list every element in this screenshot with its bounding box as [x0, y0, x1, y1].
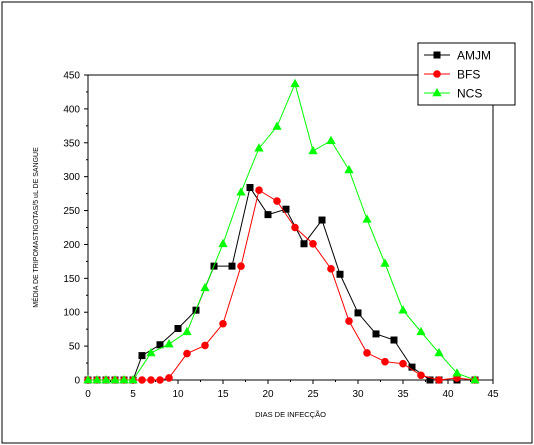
y-tick-label: 300: [63, 172, 80, 183]
data-point-bfs: [183, 349, 191, 358]
data-point-amjm: [318, 216, 326, 224]
data-point-bfs: [363, 349, 371, 357]
data-point-amjm: [336, 270, 344, 278]
data-point-ncs: [254, 143, 264, 152]
data-point-bfs: [237, 262, 245, 270]
data-point-ncs: [236, 187, 246, 196]
data-point-ncs: [290, 78, 300, 88]
data-point-bfs: [381, 357, 389, 366]
y-tick-label: 200: [63, 240, 80, 251]
data-point-amjm: [264, 211, 272, 219]
data-point-amjm: [138, 352, 146, 360]
data-point-amjm: [246, 184, 254, 192]
data-point-bfs: [273, 197, 281, 205]
x-tick-label: 35: [397, 389, 409, 400]
x-tick-label: 10: [172, 389, 184, 400]
data-point-ncs: [92, 374, 102, 384]
data-point-bfs: [147, 376, 155, 384]
data-point-bfs: [399, 359, 407, 368]
legend-marker-ncs: [432, 87, 442, 97]
data-point-ncs: [470, 374, 480, 384]
data-point-bfs: [327, 265, 335, 273]
data-point-bfs: [219, 319, 227, 328]
data-point-bfs: [345, 317, 353, 325]
data-point-amjm: [372, 330, 380, 338]
data-point-bfs: [255, 186, 263, 195]
y-axis: 0 50 100 150 200 250 300 350 400 450: [63, 71, 88, 387]
y-tick-label: 100: [63, 308, 80, 319]
legend-label-ncs: NCS: [457, 87, 482, 101]
y-tick-label: 250: [63, 206, 80, 217]
series-layer: [83, 78, 480, 384]
data-point-ncs: [128, 374, 138, 384]
y-tick-label: 0: [74, 376, 80, 387]
x-tick-label: 25: [307, 389, 319, 400]
data-point-ncs: [218, 238, 228, 248]
x-tick-label: 5: [130, 389, 136, 400]
data-point-bfs: [138, 376, 146, 384]
y-tick-label: 450: [63, 71, 80, 82]
x-axis: 0 5 10 15 20 25 30 35 40 45: [85, 380, 499, 400]
x-tick-label: 0: [85, 389, 91, 400]
data-point-ncs: [110, 374, 120, 384]
data-point-ncs: [146, 347, 156, 357]
data-point-bfs: [435, 376, 443, 384]
x-tick-label: 45: [487, 389, 499, 400]
series-ncs: [83, 78, 480, 384]
y-tick-label: 400: [63, 104, 80, 115]
y-tick-label: 50: [69, 342, 81, 353]
legend-marker-amjm: [433, 51, 441, 59]
data-point-ncs: [344, 164, 354, 174]
data-point-amjm: [354, 309, 362, 317]
data-point-ncs: [416, 326, 426, 336]
data-point-amjm: [156, 341, 164, 349]
data-point-bfs: [417, 371, 425, 380]
x-tick-label: 30: [352, 389, 364, 400]
data-point-bfs: [291, 223, 299, 232]
legend-label-bfs: BFS: [457, 68, 480, 82]
x-tick-label: 15: [217, 389, 229, 400]
data-point-ncs: [452, 368, 462, 377]
data-point-ncs: [200, 282, 210, 292]
legend-label-amjm: AMJM: [457, 49, 491, 63]
data-point-bfs: [165, 374, 173, 382]
data-point-amjm: [390, 336, 398, 344]
data-point-amjm: [300, 240, 308, 248]
x-axis-label: DIAS DE INFECÇÃO: [255, 410, 326, 419]
data-point-ncs: [101, 374, 111, 384]
data-point-ncs: [326, 135, 336, 145]
data-point-ncs: [308, 145, 318, 155]
y-tick-label: 150: [63, 274, 80, 285]
data-point-bfs: [156, 376, 164, 384]
y-axis-label: MÉDIA DE TRIPOMASTIGOTAS/5 uL DE SANGUE: [31, 147, 40, 308]
data-point-ncs: [119, 374, 129, 384]
data-point-amjm: [426, 376, 434, 384]
data-point-ncs: [398, 305, 408, 314]
data-point-bfs: [201, 341, 209, 350]
data-point-ncs: [434, 347, 444, 357]
x-tick-label: 20: [262, 389, 274, 400]
legend: AMJM BFS NCS: [417, 42, 516, 106]
data-point-amjm: [228, 262, 236, 270]
y-tick-label: 350: [63, 138, 80, 149]
x-tick-label: 40: [442, 389, 454, 400]
legend-marker-bfs: [433, 70, 441, 78]
data-point-ncs: [164, 339, 174, 348]
data-point-ncs: [272, 121, 282, 130]
data-point-ncs: [380, 258, 390, 267]
data-point-bfs: [309, 239, 317, 248]
data-point-ncs: [182, 326, 192, 336]
data-point-ncs: [83, 374, 93, 384]
data-point-ncs: [362, 214, 372, 223]
data-point-amjm: [174, 324, 182, 332]
